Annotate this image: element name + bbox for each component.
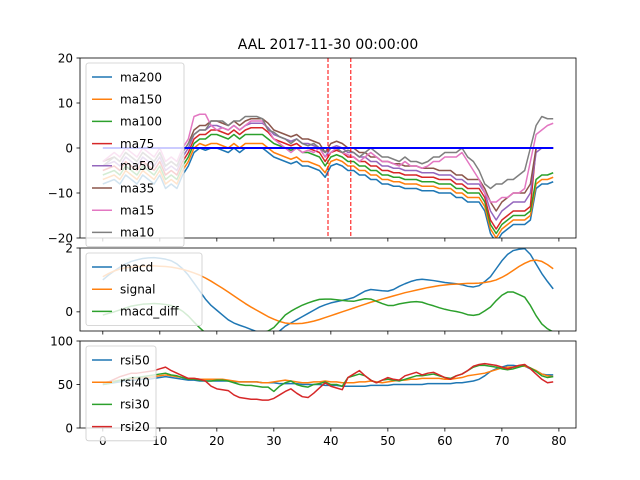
series-line-rsi20 xyxy=(102,362,554,401)
legend-rsi: rsi50 rsi40 rsi30 rsi20 xyxy=(85,345,157,442)
legend-box xyxy=(85,345,157,442)
y-tick-label: −10 xyxy=(48,186,73,200)
legend-label-macd_diff: macd_diff xyxy=(120,305,179,319)
x-tick-label: 60 xyxy=(437,434,452,448)
y-tick-label: −20 xyxy=(48,231,73,245)
x-tick-label: 70 xyxy=(494,434,509,448)
chart-title: AAL 2017-11-30 00:00:00 xyxy=(238,37,418,53)
x-tick-label: 30 xyxy=(266,434,281,448)
legend-label-rsi40: rsi40 xyxy=(120,376,150,390)
legend-label-rsi50: rsi50 xyxy=(120,353,150,367)
legend-label-macd: macd xyxy=(120,260,153,274)
panel-ma: −20−1001020ma200ma150ma100ma75ma50ma35ma… xyxy=(48,51,577,248)
y-tick-label: 0 xyxy=(65,421,73,435)
panel-rsi: 05010001020304050607080rsi50rsi40rsi30rs… xyxy=(50,334,577,448)
legend-ma: ma200 ma150 ma100 ma75 ma50 ma35 ma15 ma10 xyxy=(85,62,185,248)
legend-label-ma200: ma200 xyxy=(120,70,162,84)
legend-label-ma10: ma10 xyxy=(120,226,154,240)
legend-macd: macd signal macd_diff xyxy=(85,252,203,326)
legend-label-ma50: ma50 xyxy=(120,159,154,173)
y-tick-label: 0 xyxy=(65,141,73,155)
x-tick-label: 20 xyxy=(209,434,224,448)
y-tick-label: 10 xyxy=(58,96,73,110)
legend-label-ma35: ma35 xyxy=(120,181,154,195)
legend-label-ma150: ma150 xyxy=(120,93,162,107)
legend-label-ma15: ma15 xyxy=(120,204,154,218)
series-line-rsi30 xyxy=(102,364,554,393)
x-tick-label: 50 xyxy=(380,434,395,448)
legend-label-rsi20: rsi20 xyxy=(120,420,150,434)
y-tick-label: 2 xyxy=(65,241,73,255)
x-tick-label: 40 xyxy=(323,434,338,448)
y-tick-label: 100 xyxy=(50,334,73,348)
panel-macd: 0 2 macd signal macd_diff xyxy=(65,241,577,335)
legend-box xyxy=(85,62,185,248)
panels: −20−1001020ma200ma150ma100ma75ma50ma35ma… xyxy=(48,51,577,448)
y-tick-label: 50 xyxy=(58,378,73,392)
legend-label-ma75: ma75 xyxy=(120,137,154,151)
plot-area-rsi xyxy=(102,362,554,401)
legend-box xyxy=(85,252,203,326)
legend-label-ma100: ma100 xyxy=(120,115,162,129)
y-tick-label: 20 xyxy=(58,51,73,65)
legend-label-signal: signal xyxy=(120,283,156,297)
legend-label-rsi30: rsi30 xyxy=(120,398,150,412)
x-tick-label: 80 xyxy=(551,434,566,448)
y-tick-label: 0 xyxy=(65,305,73,319)
axes-frame-macd xyxy=(79,247,577,332)
